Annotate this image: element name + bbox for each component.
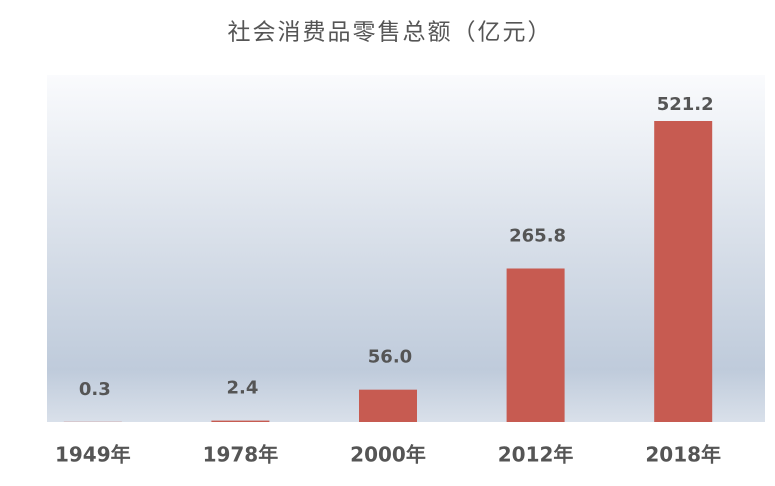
x-tick-label: 2018年 [645,443,721,467]
x-tick-label: 2012年 [498,443,574,467]
value-label: 0.3 [79,379,111,400]
bar [506,268,565,422]
value-label: 56.0 [368,347,412,368]
bar [211,420,270,422]
value-label: 521.2 [657,94,714,115]
bar [654,121,713,422]
plot-area [47,75,765,422]
bar [359,389,417,422]
value-label: 2.4 [226,378,258,399]
x-tick-label: 1978年 [203,443,279,467]
x-tick-label: 1949年 [55,443,131,467]
value-label: 265.8 [509,225,566,246]
chart-title: 社会消费品零售总额（亿元） [228,20,553,46]
x-tick-label: 2000年 [350,443,426,467]
